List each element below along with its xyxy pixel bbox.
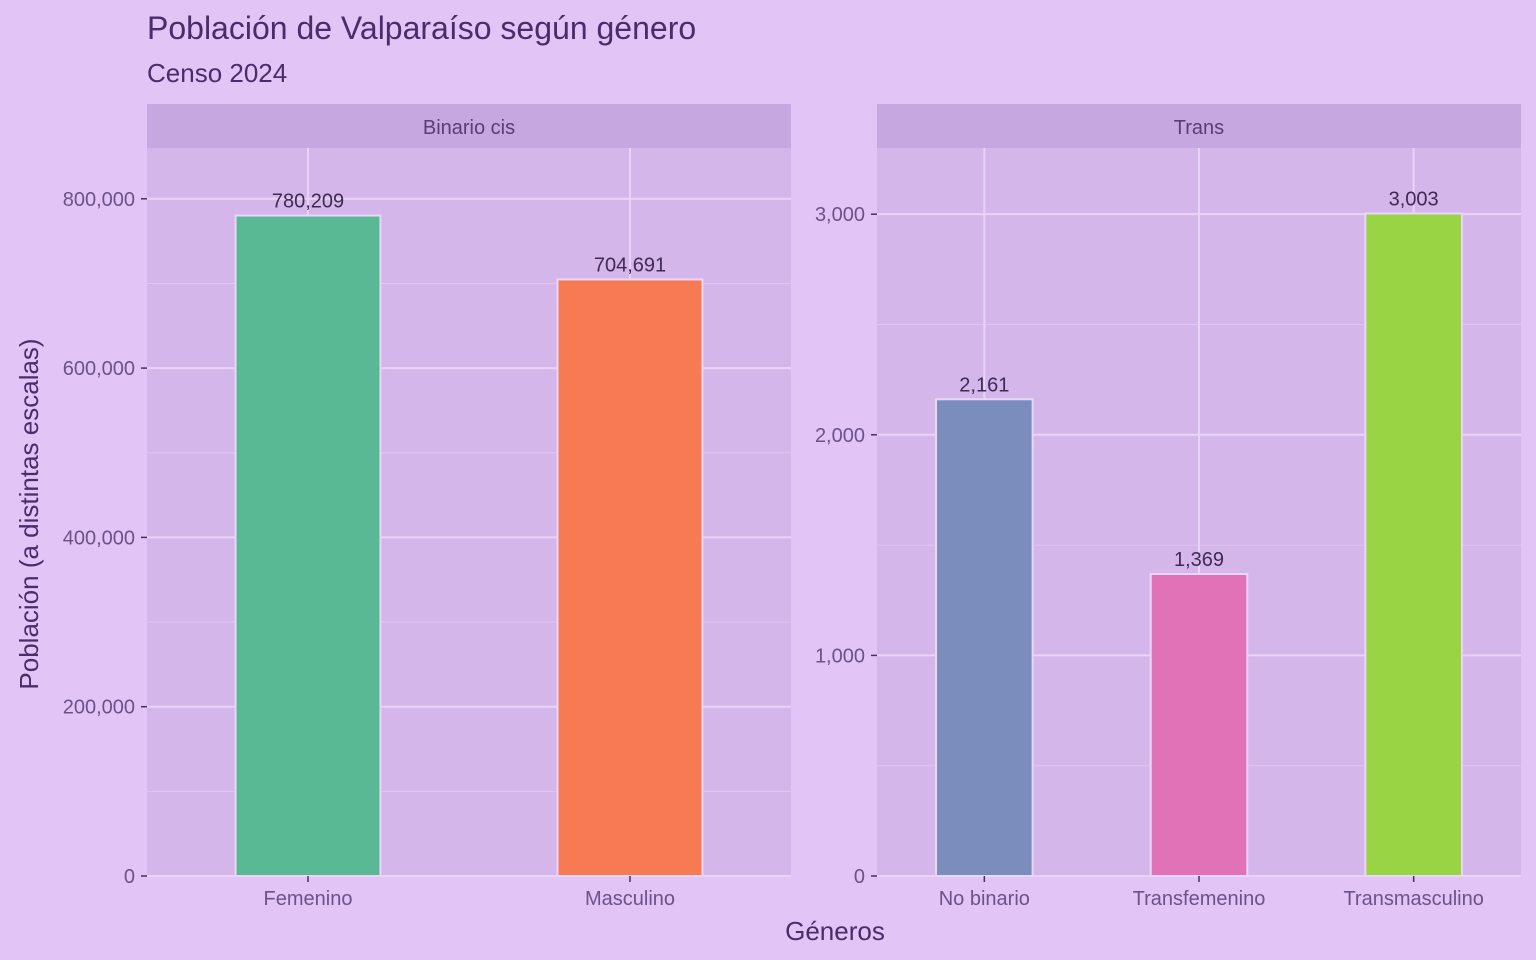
x-tick-label: Transfemenino <box>1133 888 1266 910</box>
bar-no-binario <box>935 398 1034 877</box>
facet-panels: 0 200,000 400,000 600,000 800,000 780,209 704,… <box>63 104 1521 910</box>
x-tick-label: Masculino <box>585 888 675 910</box>
y-tick-label: 2,000 <box>815 425 865 447</box>
y-tick-label: 800,000 <box>63 189 135 211</box>
x-tick-label: No binario <box>939 888 1030 910</box>
bar-transfemenino <box>1149 572 1249 877</box>
x-tick-label: Femenino <box>264 888 353 910</box>
data-label: 780,209 <box>272 191 344 213</box>
y-tick-label: 0 <box>124 866 135 888</box>
facet-panel-0: 0 200,000 400,000 600,000 800,000 780,209 704,… <box>63 104 791 910</box>
data-label: 1,369 <box>1174 549 1224 571</box>
y-tick-label: 400,000 <box>63 527 135 549</box>
bar-masculino <box>556 278 704 877</box>
y-tick-label: 0 <box>854 866 865 888</box>
bar-femenino <box>234 214 382 877</box>
y-tick-label: 1,000 <box>815 645 865 667</box>
facet-strip-label: Binario cis <box>423 117 515 139</box>
facet-strip <box>147 104 791 148</box>
data-label: 2,161 <box>959 374 1009 396</box>
bar-transmasculino <box>1364 212 1463 877</box>
chart-subtitle: Censo 2024 <box>147 58 287 88</box>
y-tick-label: 3,000 <box>815 204 865 226</box>
chart-title: Población de Valparaíso según género <box>147 10 696 46</box>
x-axis-title: Géneros <box>785 916 885 946</box>
data-label: 3,003 <box>1389 189 1439 211</box>
y-tick-label: 600,000 <box>63 358 135 380</box>
facet-panel-1: 0 1,000 2,000 3,000 2,161 1,369 3,003 No binari… <box>815 104 1521 910</box>
y-tick-label: 200,000 <box>63 697 135 719</box>
y-axis-title: Población (a distintas escalas) <box>14 338 44 689</box>
facet-strip <box>877 104 1521 148</box>
facet-strip-label: Trans <box>1174 117 1224 139</box>
data-label: 704,691 <box>594 254 666 276</box>
x-tick-label: Transmasculino <box>1343 888 1483 910</box>
